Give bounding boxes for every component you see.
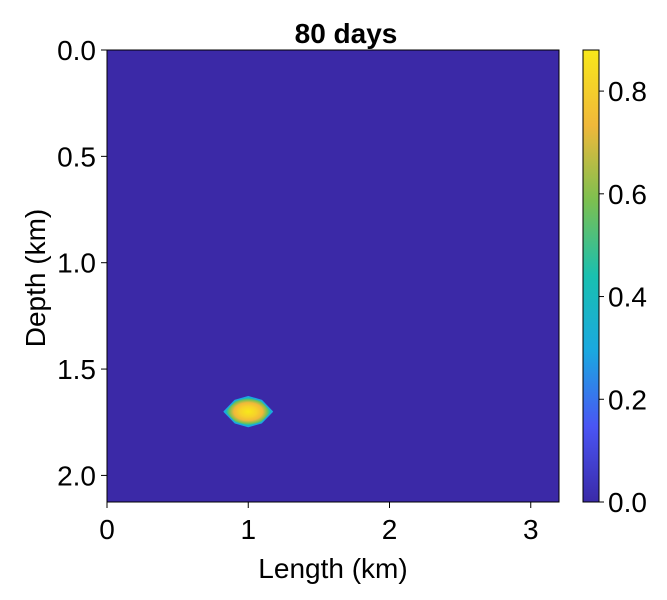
y-tick-label: 2.0 <box>57 460 96 491</box>
colorbar-tick-label: 0.0 <box>608 487 647 518</box>
y-axis-label: Depth (km) <box>20 209 51 347</box>
colorbar-bar <box>582 49 600 503</box>
x-tick-label: 3 <box>523 514 539 545</box>
colorbar-tick-label: 0.6 <box>608 179 647 210</box>
x-axis: 0 1 2 3 <box>99 502 539 545</box>
x-tick-label: 0 <box>99 514 115 545</box>
y-tick-label: 0.5 <box>57 141 96 172</box>
colorbar: 0.0 0.2 0.4 0.6 0.8 <box>582 49 647 518</box>
colorbar-tick-label: 0.2 <box>608 384 647 415</box>
colorbar-tick-label: 0.4 <box>608 282 647 313</box>
colorbar-tick-label: 0.8 <box>608 76 647 107</box>
plot-area <box>106 49 560 503</box>
y-axis: 0.0 0.5 1.0 1.5 2.0 <box>57 35 107 491</box>
plot-frame <box>106 49 560 503</box>
co2-plume <box>223 395 274 428</box>
chart-title: 80 days <box>295 18 398 49</box>
y-tick-label: 1.5 <box>57 354 96 385</box>
heatmap-background <box>107 50 559 502</box>
x-tick-label: 2 <box>382 514 398 545</box>
x-tick-label: 1 <box>240 514 256 545</box>
y-tick-label: 1.0 <box>57 248 96 279</box>
y-tick-label: 0.0 <box>57 35 96 66</box>
x-axis-label: Length (km) <box>258 553 407 584</box>
